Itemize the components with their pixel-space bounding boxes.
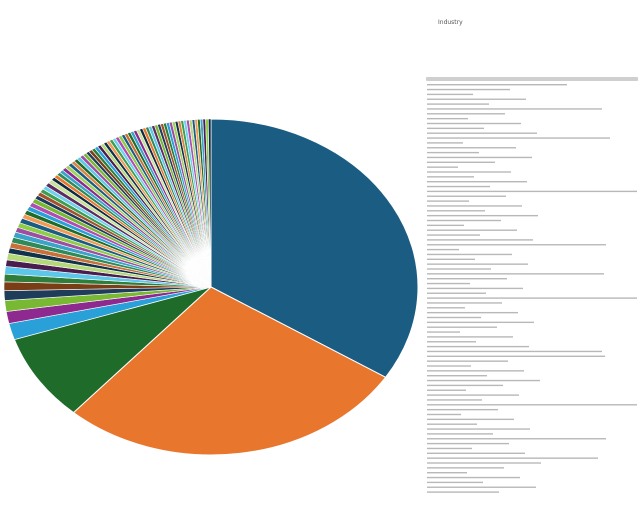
legend-entry [427,253,512,256]
legend-entry [427,311,518,314]
legend-entry [427,457,598,459]
legend-entry [427,268,491,270]
legend-entry [427,142,463,144]
legend-entry [427,404,637,406]
legend-entry [427,166,458,168]
legend-entry [427,355,605,357]
legend-entry [427,103,489,105]
legend-entry [427,467,504,469]
legend-entry [427,384,503,387]
legend-entry [427,224,464,227]
legend-entry [427,307,465,309]
legend-entry [427,219,501,222]
legend-entry [427,195,506,197]
legend-entry [427,161,495,163]
legend-entry [427,98,526,100]
legend-entry [427,273,604,275]
legend-title: Industry [438,19,463,26]
legend-entry [427,190,637,193]
legend-entry [427,370,524,372]
legend-entry [427,297,637,299]
legend-entry [427,127,484,130]
legend-entry [427,117,468,120]
legend-entry [427,375,487,377]
legend-entry [427,418,514,421]
legend-entry [427,229,517,231]
legend-entry [427,350,602,353]
legend-entry [427,137,610,139]
pie-slice [207,118,212,288]
legend-entry [427,336,513,338]
legend-entry [427,244,606,246]
legend-entries [427,84,637,493]
legend-entry [427,428,530,430]
pie-slice [72,286,387,456]
legend-entry [427,210,485,212]
legend-entry [427,278,507,280]
legend-entry [427,472,467,474]
legend-entry [427,147,516,149]
legend-entry [427,462,541,464]
legend-entry [427,345,529,348]
legend-entry [427,413,461,416]
legend-entry [427,326,497,328]
legend-entry [427,433,493,435]
pie-slice [210,118,419,378]
pie-slice [13,286,212,414]
legend-entry [427,447,472,450]
legend-entry [427,486,536,488]
legend-entry [427,360,508,362]
legend-entry [427,282,470,285]
legend-entry [427,171,511,173]
legend-entry [427,93,473,96]
legend-header-bar [426,77,638,81]
legend-entry [427,302,502,304]
legend-entry [427,491,499,493]
legend-entry [427,263,528,265]
legend-entry [427,321,534,324]
legend-entry [427,476,520,479]
legend-entry [427,389,466,391]
legend-entry [427,408,498,411]
legend-entry [427,88,510,91]
legend-entry [427,151,479,154]
legend-entry [427,132,537,134]
legend-entry [427,200,469,202]
legend-entry [427,341,476,343]
legend-entry [427,122,521,125]
legend-entry [427,234,480,236]
legend-entry [427,176,474,178]
legend-entry [427,316,481,319]
legend-entry [427,156,532,159]
pie-slices [3,118,419,456]
legend-entry [427,481,483,484]
legend-entry [427,438,606,440]
legend-entry [427,181,527,183]
legend-entry [427,399,482,401]
legend-entry [427,258,475,260]
legend-entry [427,452,525,454]
legend-entry [427,214,538,217]
legend-entry [427,331,460,333]
legend-entry [427,394,519,396]
legend-entry [427,423,477,425]
legend-entry [427,239,533,241]
legend-entry [427,379,540,382]
legend-entry [427,248,459,251]
legend-entry [427,185,490,188]
legend-entry [427,113,505,115]
legend-entry [427,292,486,294]
legend-entry [427,84,567,86]
legend-entry [427,442,509,445]
legend-entry [427,205,522,207]
legend-entry [427,108,602,110]
legend-entry [427,365,471,367]
legend-entry [427,287,523,290]
